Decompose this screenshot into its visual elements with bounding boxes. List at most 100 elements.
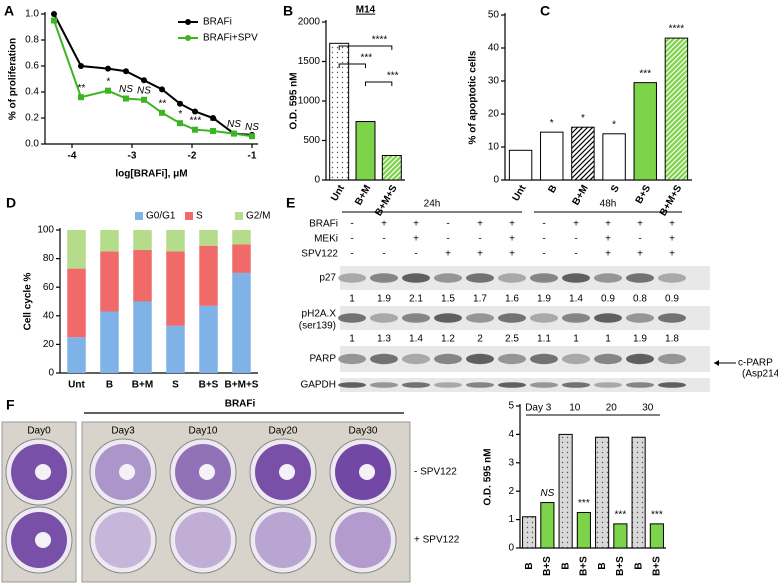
y-tick-label: 2 (508, 486, 514, 497)
data-point (141, 77, 147, 84)
y-tick-label: 1500 (298, 56, 321, 67)
arrow-sublabel: (Asp214) (742, 369, 778, 380)
time-label: 48h (600, 199, 617, 210)
y-axis-label: O.D. 595 nM (483, 448, 494, 505)
treatment-sign: + (509, 249, 515, 260)
band-quant: 1 (573, 334, 579, 345)
panel-label: D (6, 195, 16, 211)
treatment-sign: + (669, 219, 675, 230)
blot-band (402, 353, 430, 365)
band-label: GAPDH (300, 380, 336, 391)
bar-segment (166, 325, 185, 373)
band-quant: 1 (349, 294, 355, 305)
y-tick-label: 1000 (298, 96, 321, 107)
plate-well (169, 506, 237, 574)
plate-well (249, 506, 317, 574)
band-quant: 1 (349, 334, 355, 345)
significance: * (178, 109, 183, 120)
x-tick-label: B+S (634, 183, 654, 206)
plate-hole (279, 464, 295, 480)
bar-segment (232, 272, 251, 373)
blot-band (338, 313, 366, 323)
y-axis-label: % of proliferation (8, 38, 19, 120)
colony-stain (95, 512, 151, 568)
bar (631, 436, 646, 549)
treatment-sign: - (574, 249, 577, 260)
treatment-sign: + (477, 249, 483, 260)
significance: NS (540, 488, 554, 499)
x-tick-label: -4 (68, 151, 77, 162)
data-point (105, 65, 111, 72)
bar-segment (199, 245, 218, 306)
data-point (78, 63, 84, 69)
blot-band (498, 353, 526, 365)
bar (522, 516, 537, 549)
band-quant: 1.5 (441, 294, 455, 305)
x-tick-label: B+M+S (373, 183, 400, 218)
y-tick-label: 1 (508, 514, 514, 525)
band-quant: 1.3 (377, 334, 391, 345)
panel-label: A (4, 3, 14, 19)
blot-band (626, 273, 654, 283)
x-tick-label: B (524, 562, 535, 569)
y-tick-label: 50 (488, 10, 500, 21)
x-tick-label: S (609, 183, 622, 195)
time-label: 24h (424, 199, 441, 210)
band-quant: 1 (605, 334, 611, 345)
blot-band (466, 273, 494, 283)
blot-band (530, 353, 558, 365)
arrow-head (714, 360, 719, 366)
band-quant: 1.4 (409, 334, 423, 345)
y-tick-label: 0.6 (25, 61, 39, 72)
band-sublabel: (ser139) (299, 321, 336, 332)
x-tick-label: B+S (579, 556, 590, 576)
x-tick-label: B (106, 380, 113, 391)
blot-band (530, 273, 558, 283)
y-tick-label: 0.2 (25, 113, 39, 124)
treatment-sign: + (445, 249, 451, 260)
bar (649, 523, 664, 549)
colony-stain (255, 512, 311, 568)
band-quant: 1.1 (537, 334, 551, 345)
legend-marker (185, 35, 191, 41)
band-quant: 2 (477, 334, 483, 345)
blot-band (338, 382, 366, 388)
x-axis-label: log[BRAFi], μM (115, 169, 187, 180)
bar-segment (232, 230, 251, 245)
treatment-sign: - (382, 249, 385, 260)
bar-segment (199, 230, 218, 246)
plate-hole (199, 464, 215, 480)
legend-swatch (185, 212, 193, 220)
blot-band (338, 353, 366, 365)
y-tick-label: 0 (508, 543, 514, 554)
data-point (231, 130, 237, 137)
blot-band (466, 353, 494, 365)
treatment-sign: - (542, 234, 545, 245)
data-point (249, 133, 255, 140)
day-label: Day10 (189, 426, 218, 437)
y-tick-label: 5 (508, 401, 514, 412)
treatment-sign: + (605, 219, 611, 230)
x-tick-label: B+M (353, 183, 373, 207)
data-point (78, 94, 84, 101)
data-point (177, 100, 183, 107)
x-tick-label: Unt (511, 183, 529, 204)
band-quant: 1.4 (569, 294, 583, 305)
blot-band (434, 353, 462, 365)
bar-segment (100, 311, 119, 373)
data-point (192, 126, 198, 133)
y-tick-label: 40 (488, 43, 500, 54)
y-tick-label: 0.0 (25, 139, 39, 150)
treatment-label: MEKi (314, 234, 338, 245)
blot-band (562, 273, 590, 283)
x-tick-label: B (633, 562, 644, 569)
treatment-sign: + (669, 234, 675, 245)
x-tick-label: B+S (615, 556, 626, 576)
blot-band (594, 353, 622, 365)
significance: *** (615, 510, 627, 521)
colony-stain (335, 512, 391, 568)
data-point (210, 115, 216, 121)
bar (540, 502, 555, 549)
blot-band (498, 382, 526, 388)
group-label: 20 (606, 403, 618, 414)
